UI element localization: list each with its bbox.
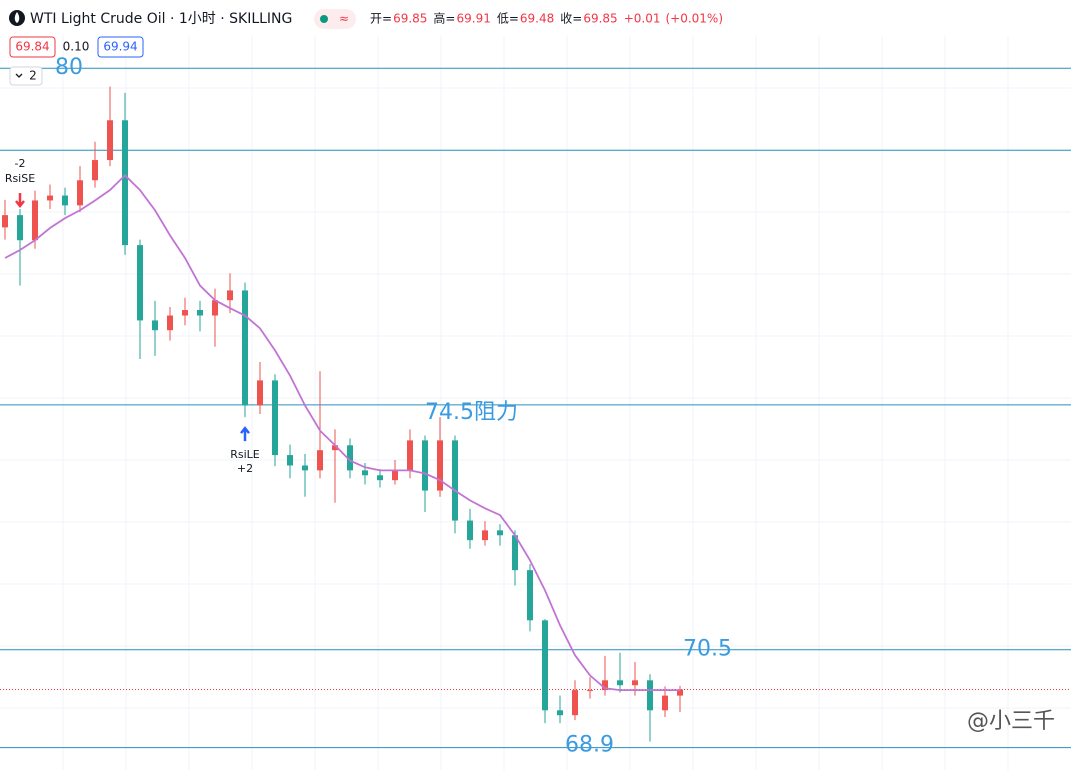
candle-body	[2, 215, 8, 228]
indicator-toggle[interactable]	[9, 66, 43, 86]
candle-body	[182, 310, 188, 316]
candle-body	[662, 695, 668, 711]
candle-body	[152, 320, 158, 331]
ohlc-label: 开=	[370, 12, 392, 26]
signal-qty: -2	[15, 157, 26, 170]
level-label: 68.9	[565, 733, 614, 758]
candle-body	[122, 120, 128, 246]
candle-body	[257, 380, 263, 406]
candle-body	[137, 245, 143, 321]
candle-body	[392, 470, 398, 481]
candle-body	[197, 310, 203, 316]
signal-label: RsiSE	[5, 172, 35, 185]
candle-body	[32, 200, 38, 241]
candle-body	[467, 520, 473, 541]
plot: 80 74.5阻力 70.5 68.9 RsiSE -2 RsiLE+2	[0, 55, 1071, 758]
status-icon: ≈	[339, 12, 349, 26]
ohlc-value: 69.85	[393, 12, 427, 26]
ohlc-label: 收=	[560, 12, 582, 26]
signal-label: RsiLE	[230, 448, 260, 461]
candle-body	[92, 160, 98, 181]
candle-body	[602, 680, 608, 691]
level-label: 74.5阻力	[425, 400, 518, 425]
candle-body	[452, 440, 458, 521]
candle-body	[377, 475, 383, 481]
ohlc-value: 69.85	[583, 12, 617, 26]
candle-body	[212, 300, 218, 316]
candle-body	[242, 290, 248, 406]
header-bar	[0, 0, 1071, 36]
candle-body	[437, 440, 443, 491]
candle-body	[677, 689, 683, 696]
level-label: 80	[55, 55, 83, 80]
candle-body	[62, 195, 68, 206]
ohlc-value: 69.91	[456, 12, 490, 26]
candle-body	[347, 445, 353, 471]
indicator-count: 2	[29, 69, 37, 83]
status-badge	[314, 9, 356, 29]
candle-body	[527, 570, 533, 621]
candle-body	[47, 195, 53, 201]
candle-body	[17, 215, 23, 241]
candle-body	[512, 535, 518, 571]
chevron	[15, 73, 23, 78]
candle-body	[227, 290, 233, 301]
spread: 0.10	[63, 40, 90, 54]
ohlc-label: 高=	[433, 11, 455, 26]
candle-body	[557, 710, 563, 716]
watermark: @小三千	[967, 709, 1055, 734]
bid-box[interactable]	[9, 36, 56, 58]
change-pct: (+0.01%)	[665, 12, 723, 26]
candle-body	[302, 465, 308, 471]
oil-drop	[14, 12, 20, 23]
candle-body	[407, 440, 413, 471]
signal-qty: +2	[237, 462, 253, 475]
candle-body	[572, 690, 578, 716]
candle-body	[332, 445, 338, 451]
candle-body	[632, 680, 638, 686]
moving-average	[4, 174, 680, 692]
symbol-title: WTI Light Crude Oil · 1小时 · SKILLING	[30, 11, 292, 27]
candle-body	[617, 680, 623, 686]
ask-price: 69.94	[103, 40, 137, 54]
status-dot	[320, 15, 328, 23]
candle-body	[287, 455, 293, 466]
candle-body	[647, 680, 653, 711]
ohlc-row: 开= 69.85 高= 69.91 低= 69.48 收= 69.85 +0.01 (+0.01%…	[370, 11, 723, 26]
signal-arrow	[240, 426, 250, 442]
change: +0.01	[624, 12, 661, 26]
candle-body	[542, 620, 548, 711]
ohlc-label: 低=	[497, 12, 519, 26]
candle-body	[77, 180, 83, 206]
level-label: 70.5	[683, 637, 732, 662]
candle-body	[482, 530, 488, 541]
candle-body	[317, 450, 323, 471]
bid-price: 69.84	[15, 40, 49, 54]
signal-arrow	[15, 193, 25, 209]
candle-body	[497, 530, 503, 536]
ohlc-value: 69.48	[520, 12, 554, 26]
candle-body	[587, 690, 593, 692]
candle-body	[107, 120, 113, 161]
candle-body	[272, 380, 278, 456]
candle-body	[422, 440, 428, 491]
ask-box[interactable]	[97, 36, 144, 58]
candle-body	[362, 470, 368, 476]
candle-body	[167, 315, 173, 331]
